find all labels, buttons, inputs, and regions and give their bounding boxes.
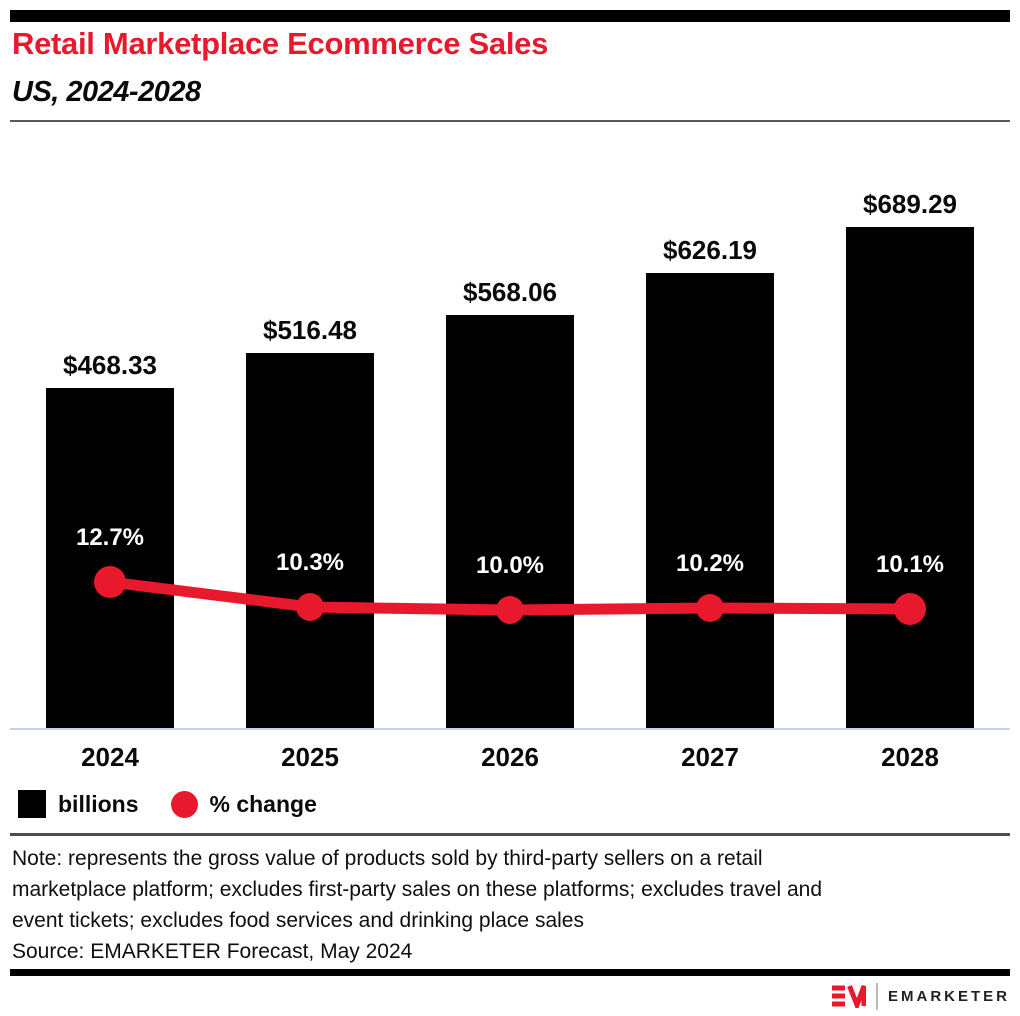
top-rule bbox=[10, 10, 1010, 22]
note-text: Note: represents the gross value of prod… bbox=[12, 843, 1002, 936]
pct-change-line bbox=[104, 576, 916, 616]
pct-label-2025: 10.3% bbox=[275, 549, 345, 576]
pct-label-2026: 10.0% bbox=[475, 552, 545, 579]
note-line-2: marketplace platform; excludes first-par… bbox=[12, 878, 823, 901]
pct-label-2028: 10.1% bbox=[875, 551, 945, 578]
note-line-1: Note: represents the gross value of prod… bbox=[12, 847, 763, 870]
value-label-2026: $568.06 bbox=[463, 277, 557, 307]
title-divider bbox=[10, 120, 1010, 122]
brand-name: EMARKETER bbox=[887, 987, 1010, 1005]
legend: billions % change bbox=[18, 790, 317, 818]
data-point-2024 bbox=[94, 566, 126, 598]
emarketer-logo-icon bbox=[831, 985, 866, 1008]
pct-change-swatch-icon bbox=[170, 790, 198, 818]
data-point-2027 bbox=[696, 594, 724, 622]
data-point-2028 bbox=[894, 593, 926, 625]
bar-2024 bbox=[46, 388, 174, 728]
legend-label-billions: billions bbox=[58, 790, 139, 817]
brand-footer: EMARKETER bbox=[831, 982, 1010, 1010]
legend-item-billions: billions bbox=[18, 790, 139, 818]
value-label-2027: $626.19 bbox=[663, 235, 757, 265]
data-point-2025 bbox=[296, 593, 324, 621]
value-label-2025: $516.48 bbox=[263, 315, 357, 345]
pct-label-2027: 10.2% bbox=[675, 550, 745, 577]
bar-2026 bbox=[446, 315, 574, 728]
bottom-rule bbox=[10, 969, 1010, 976]
x-axis-line bbox=[10, 728, 1010, 730]
legend-label-pct-change: % change bbox=[209, 790, 317, 817]
x-tick-2025: 2025 bbox=[281, 742, 339, 772]
bar-2028 bbox=[846, 227, 974, 728]
note-line-3: event tickets; excludes food services an… bbox=[12, 909, 584, 932]
bar-2025 bbox=[246, 353, 374, 728]
legend-divider bbox=[10, 833, 1010, 836]
x-tick-2024: 2024 bbox=[81, 742, 139, 772]
x-tick-2027: 2027 bbox=[681, 742, 739, 772]
billions-swatch-icon bbox=[18, 790, 46, 818]
x-tick-2028: 2028 bbox=[881, 742, 939, 772]
value-label-2028: $689.29 bbox=[863, 189, 957, 219]
source-text: Source: EMARKETER Forecast, May 2024 bbox=[12, 940, 413, 963]
page-subtitle: US, 2024-2028 bbox=[12, 76, 201, 108]
page-title: Retail Marketplace Ecommerce Sales bbox=[12, 26, 549, 61]
value-label-2024: $468.33 bbox=[63, 350, 157, 380]
pct-label-2024: 12.7% bbox=[75, 524, 145, 551]
legend-item-pct-change: % change bbox=[157, 790, 317, 818]
data-point-2026 bbox=[496, 596, 524, 624]
bar-2027 bbox=[646, 273, 774, 728]
x-tick-2026: 2026 bbox=[481, 742, 539, 772]
brand-divider bbox=[875, 982, 878, 1010]
